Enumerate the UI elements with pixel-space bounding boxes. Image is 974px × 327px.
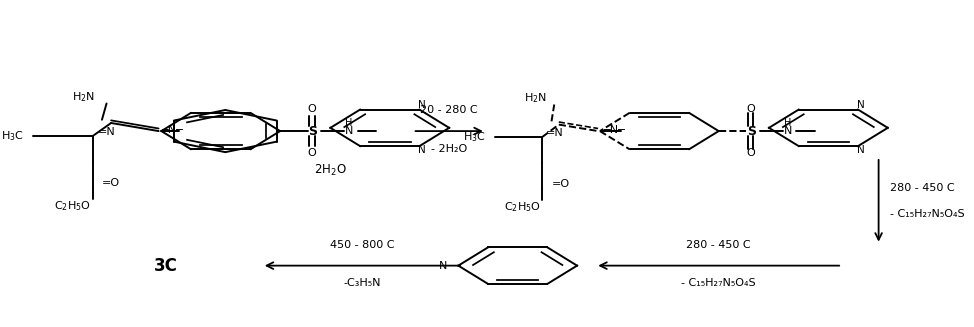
Text: O: O (746, 104, 755, 114)
Text: N: N (783, 126, 792, 136)
Text: $\mathrm{C_2H_5O}$: $\mathrm{C_2H_5O}$ (55, 199, 92, 213)
Text: - 2H₂O: - 2H₂O (431, 144, 468, 154)
Text: 450 - 800 C: 450 - 800 C (330, 240, 394, 250)
Text: N: N (419, 145, 426, 155)
Text: N: N (857, 145, 865, 155)
Text: - C₁₅H₂₇N₅O₄S: - C₁₅H₂₇N₅O₄S (889, 209, 964, 219)
Text: $\mathrm{H_2N}$: $\mathrm{H_2N}$ (524, 91, 547, 105)
Text: S: S (747, 125, 756, 138)
Text: 20 - 280 C: 20 - 280 C (421, 105, 478, 115)
Text: ─N─: ─N─ (162, 125, 183, 135)
Text: H: H (783, 118, 791, 128)
Text: 3C: 3C (154, 257, 178, 275)
Text: =O: =O (551, 179, 570, 189)
Text: 280 - 450 C: 280 - 450 C (687, 240, 751, 250)
Text: 280 - 450 C: 280 - 450 C (889, 183, 955, 193)
Text: H: H (345, 118, 353, 128)
Text: N: N (345, 126, 354, 136)
Text: S: S (309, 125, 318, 138)
Text: $\mathrm{2H_2O}$: $\mathrm{2H_2O}$ (314, 163, 347, 178)
Text: N: N (439, 261, 447, 271)
Text: $\mathrm{C_2H_5O}$: $\mathrm{C_2H_5O}$ (504, 200, 541, 214)
Text: O: O (308, 148, 317, 158)
Text: =O: =O (102, 178, 120, 188)
Text: $\mathrm{H_3C}$: $\mathrm{H_3C}$ (1, 129, 24, 143)
Text: - C₁₅H₂₇N₅O₄S: - C₁₅H₂₇N₅O₄S (682, 279, 756, 288)
Text: -C₃H₅N: -C₃H₅N (344, 279, 381, 288)
Text: =N: =N (97, 127, 115, 137)
Text: O: O (746, 148, 755, 158)
Text: O: O (308, 104, 317, 114)
Text: $\mathrm{H_2N}$: $\mathrm{H_2N}$ (72, 90, 95, 104)
Text: $\mathrm{H_3C}$: $\mathrm{H_3C}$ (463, 130, 486, 144)
Text: =N: =N (546, 128, 564, 138)
Text: N: N (419, 100, 426, 111)
Text: N: N (857, 100, 865, 111)
Text: ─N─: ─N─ (603, 126, 624, 135)
